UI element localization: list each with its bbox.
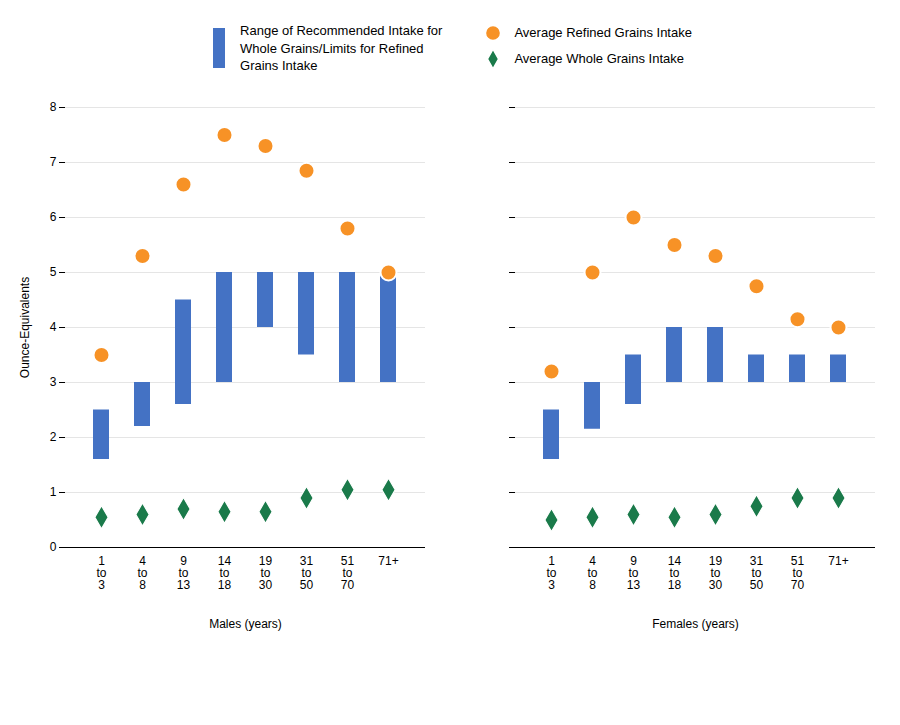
svg-text:14to18: 14to18	[668, 554, 682, 592]
svg-text:71+: 71+	[378, 554, 398, 568]
svg-text:51to70: 51to70	[791, 554, 805, 592]
svg-text:31to50: 31to50	[300, 554, 314, 592]
svg-text:8: 8	[50, 100, 57, 114]
svg-text:Ounce-Equivalents: Ounce-Equivalents	[18, 276, 32, 377]
svg-text:14to18: 14to18	[218, 554, 232, 592]
svg-text:19to30: 19to30	[709, 554, 723, 592]
html-text:Average Refined Grains Intake: Average Refined Grains Intake	[514, 25, 692, 41]
svg-text:4to8: 4to8	[137, 554, 147, 592]
svg-text:4: 4	[50, 320, 57, 334]
svg-text:6: 6	[50, 210, 57, 224]
svg-text:31to50: 31to50	[750, 554, 764, 592]
svg-text:Females (years): Females (years)	[652, 616, 739, 630]
svg-text:5: 5	[50, 265, 57, 279]
svg-text:7: 7	[50, 155, 57, 169]
svg-text:9to13: 9to13	[177, 554, 191, 592]
svg-text:19to30: 19to30	[259, 554, 273, 592]
svg-text:0: 0	[50, 540, 57, 554]
html-text:Average Whole Grains Intake: Average Whole Grains Intake	[514, 51, 684, 67]
svg-text:1to3: 1to3	[96, 554, 106, 592]
svg-text:4to8: 4to8	[587, 554, 597, 592]
svg-text:51to70: 51to70	[341, 554, 355, 592]
svg-text:9to13: 9to13	[627, 554, 641, 592]
svg-text:Males (years): Males (years)	[209, 616, 282, 630]
svg-text:1to3: 1to3	[546, 554, 556, 592]
svg-text:71+: 71+	[828, 554, 848, 568]
svg-text:2: 2	[50, 430, 57, 444]
svg-text:3: 3	[50, 375, 57, 389]
html-text:Range of Recommended Intake fo: Range of Recommended Intake for Whole Gr…	[240, 23, 443, 74]
svg-text:1: 1	[50, 485, 57, 499]
